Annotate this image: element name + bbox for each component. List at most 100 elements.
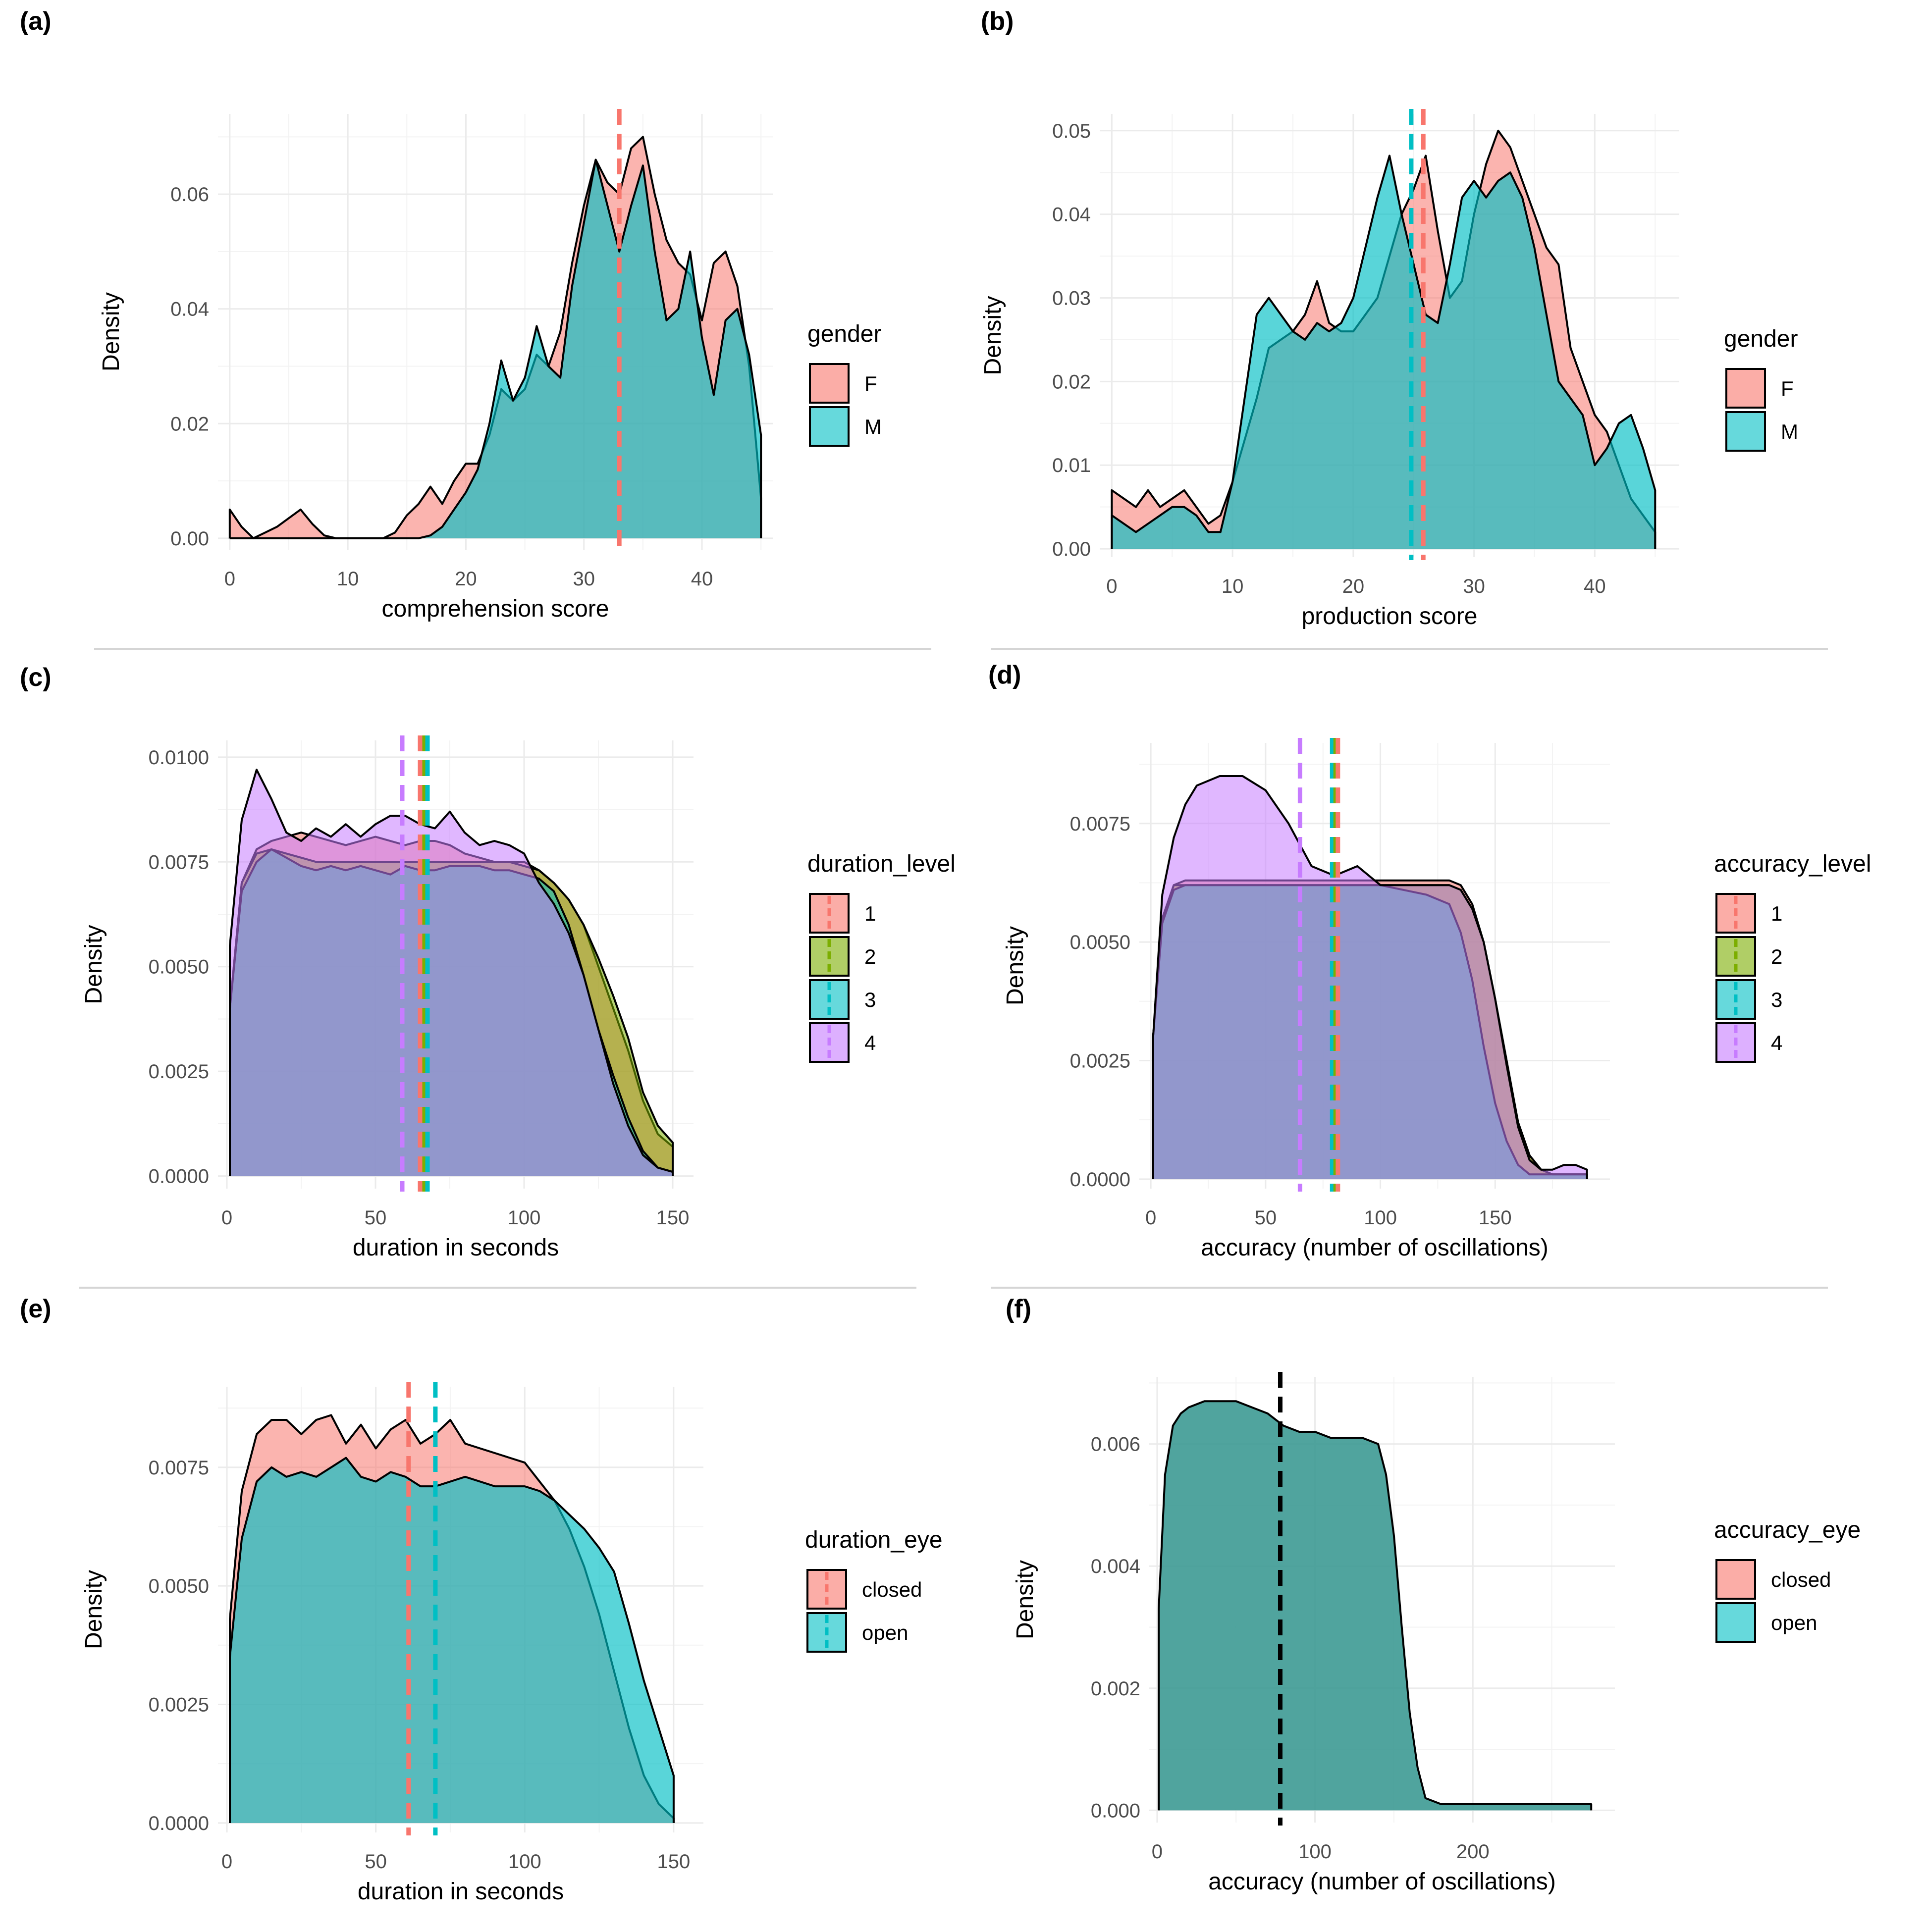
density-outline-m bbox=[1111, 155, 1657, 549]
y-axis-title: Density bbox=[81, 925, 107, 1004]
y-tick-label: 0.0000 bbox=[1070, 1169, 1130, 1191]
panel-label: (a) bbox=[20, 7, 52, 36]
x-tick-label: 100 bbox=[508, 1851, 541, 1873]
legend-key-closed bbox=[1715, 1559, 1756, 1600]
legend-label: open bbox=[1771, 1611, 1817, 1634]
legend-key-f bbox=[809, 363, 850, 404]
x-tick-label: 10 bbox=[337, 568, 359, 590]
y-tick-label: 0.03 bbox=[1052, 288, 1091, 310]
legend-title: duration_eye bbox=[805, 1527, 943, 1553]
y-tick-label: 0.01 bbox=[1052, 455, 1091, 476]
y-tick-label: 0.0000 bbox=[149, 1813, 209, 1834]
y-tick-label: 0.00 bbox=[170, 528, 209, 550]
legend-label: M bbox=[1781, 420, 1798, 443]
y-tick-label: 0.06 bbox=[170, 184, 209, 206]
y-tick-label: 0.0075 bbox=[149, 851, 209, 873]
density-outline-m bbox=[228, 158, 762, 539]
density-area-m bbox=[1112, 156, 1656, 549]
y-tick-label: 0.0025 bbox=[149, 1061, 209, 1083]
x-tick-label: 150 bbox=[656, 1207, 690, 1229]
x-tick-label: 0 bbox=[1145, 1207, 1156, 1229]
x-tick-label: 50 bbox=[365, 1207, 387, 1229]
density-outline-4 bbox=[229, 769, 674, 1176]
x-tick-label: 50 bbox=[365, 1851, 387, 1873]
y-tick-label: 0.000 bbox=[1091, 1800, 1140, 1822]
legend: gender FM bbox=[1724, 326, 1798, 452]
x-axis-title: comprehension score bbox=[382, 596, 609, 622]
legend-label: 2 bbox=[1771, 945, 1782, 968]
density-area-open bbox=[1159, 1401, 1592, 1811]
legend: gender FM bbox=[807, 321, 882, 447]
x-tick-label: 100 bbox=[1364, 1207, 1397, 1229]
x-tick-label: 0 bbox=[1106, 575, 1117, 597]
x-tick-label: 150 bbox=[657, 1851, 691, 1873]
legend-key-open bbox=[1715, 1602, 1756, 1643]
legend-key-f bbox=[1725, 368, 1766, 409]
y-axis-title: Density bbox=[81, 1570, 107, 1649]
y-tick-label: 0.05 bbox=[1052, 120, 1091, 142]
y-tick-label: 0.0050 bbox=[149, 1575, 209, 1597]
legend-title: gender bbox=[1724, 326, 1798, 352]
panel-c: (c) 0 50 100 150 0.0000 0.0025 0.0050 0.0075 0.01… bbox=[20, 663, 956, 1289]
legend-label: F bbox=[864, 372, 877, 395]
y-tick-label: 0.0025 bbox=[1070, 1050, 1130, 1072]
y-tick-label: 0.02 bbox=[170, 413, 209, 435]
x-tick-label: 40 bbox=[691, 568, 713, 590]
x-tick-label: 40 bbox=[1584, 575, 1606, 597]
y-axis-title: Density bbox=[980, 296, 1006, 375]
y-tick-label: 0.006 bbox=[1091, 1434, 1140, 1456]
y-tick-label: 0.0050 bbox=[149, 956, 209, 978]
x-tick-label: 30 bbox=[573, 568, 595, 590]
panel-a: (a) 0 10 20 30 40 0.00 0.02 0.04 0.06 comprehensio… bbox=[20, 7, 931, 650]
y-tick-label: 0.0000 bbox=[149, 1166, 209, 1188]
y-tick-label: 0.04 bbox=[170, 299, 209, 320]
y-tick-label: 0.0075 bbox=[1070, 813, 1130, 835]
legend-key-m bbox=[809, 406, 850, 447]
y-tick-label: 0.04 bbox=[1052, 204, 1091, 226]
density-area-open bbox=[230, 1458, 674, 1823]
legend-title: accuracy_level bbox=[1714, 851, 1871, 877]
legend: accuracy_level 1 2 3 4 bbox=[1714, 851, 1871, 1063]
y-axis-title: Density bbox=[1012, 1560, 1038, 1639]
legend: duration_level 1 2 3 4 bbox=[807, 851, 956, 1063]
y-tick-label: 0.004 bbox=[1091, 1556, 1140, 1577]
legend-label: closed bbox=[862, 1578, 922, 1601]
x-tick-label: 200 bbox=[1456, 1841, 1490, 1863]
y-axis-title: Density bbox=[98, 292, 124, 371]
legend-title: accuracy_eye bbox=[1714, 1517, 1861, 1543]
legend-label: closed bbox=[1771, 1568, 1831, 1591]
density-area-4 bbox=[1153, 776, 1587, 1179]
density-area-4 bbox=[230, 770, 673, 1176]
x-tick-label: 20 bbox=[455, 568, 477, 590]
x-axis-title: accuracy (number of oscillations) bbox=[1208, 1869, 1556, 1895]
panel-f: (f) 0 100 200 0.000 0.002 0.004 0.006 accuracy (… bbox=[1006, 1295, 1861, 1895]
x-tick-label: 150 bbox=[1479, 1207, 1512, 1229]
legend-label: 4 bbox=[864, 1031, 876, 1054]
legend-title: gender bbox=[807, 321, 881, 347]
density-outline-open bbox=[1158, 1400, 1593, 1811]
x-tick-label: 20 bbox=[1342, 575, 1365, 597]
x-tick-label: 100 bbox=[1298, 1841, 1332, 1863]
density-outline-4 bbox=[1152, 775, 1588, 1179]
legend-label: M bbox=[864, 415, 882, 438]
panel-d: (d) 0 50 100 150 0.0000 0.0025 0.0050 0.0075 accu… bbox=[988, 661, 1871, 1289]
panel-label: (b) bbox=[981, 7, 1014, 36]
panel-label: (c) bbox=[20, 663, 52, 692]
y-tick-label: 0.0100 bbox=[149, 747, 209, 769]
panel-e: (e) 0 50 100 150 0.0000 0.0025 0.0050 0.0075 dura… bbox=[20, 1295, 943, 1905]
y-tick-label: 0.0050 bbox=[1070, 932, 1130, 953]
legend-label: 1 bbox=[864, 902, 876, 925]
x-axis-title: duration in seconds bbox=[358, 1879, 564, 1905]
x-tick-label: 0 bbox=[221, 1851, 232, 1873]
legend-title: duration_level bbox=[807, 851, 956, 877]
x-tick-label: 0 bbox=[1152, 1841, 1163, 1863]
y-tick-label: 0.02 bbox=[1052, 371, 1091, 393]
x-tick-label: 10 bbox=[1222, 575, 1244, 597]
x-tick-label: 0 bbox=[221, 1207, 232, 1229]
y-tick-label: 0.002 bbox=[1091, 1678, 1140, 1700]
x-axis-title: accuracy (number of oscillations) bbox=[1201, 1235, 1549, 1261]
legend-label: 1 bbox=[1771, 902, 1782, 925]
y-tick-label: 0.00 bbox=[1052, 538, 1091, 560]
